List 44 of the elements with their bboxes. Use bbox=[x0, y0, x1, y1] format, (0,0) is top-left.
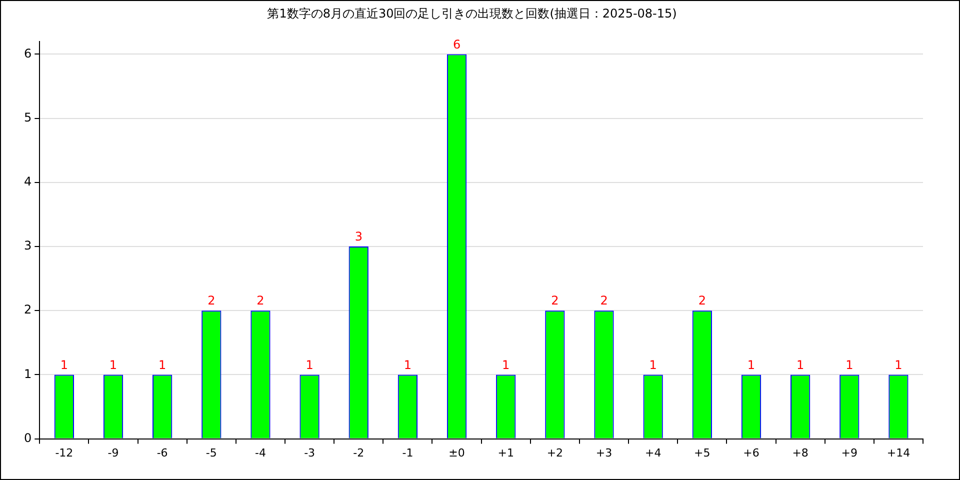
x-tick-label: +8 bbox=[792, 446, 808, 460]
y-tick-label: 0 bbox=[24, 430, 32, 445]
data-label: 2 bbox=[256, 294, 264, 308]
y-tick-label: 1 bbox=[24, 366, 32, 381]
x-tick-label: +6 bbox=[743, 446, 760, 460]
x-tick-label: +2 bbox=[546, 446, 564, 460]
data-label: 2 bbox=[600, 294, 608, 308]
data-label: 1 bbox=[109, 358, 118, 372]
x-tick-label: -12 bbox=[55, 446, 74, 460]
x-tick-label: -2 bbox=[353, 446, 364, 460]
x-tick-label: +5 bbox=[694, 446, 710, 460]
data-label: 1 bbox=[796, 358, 804, 372]
y-tick-label: 4 bbox=[24, 174, 32, 189]
x-tick-label: +3 bbox=[596, 446, 612, 460]
data-label: 1 bbox=[60, 358, 68, 372]
data-label: 1 bbox=[846, 358, 854, 372]
data-label: 1 bbox=[306, 358, 314, 372]
x-tick-label: -1 bbox=[402, 446, 414, 460]
data-label: 2 bbox=[208, 294, 216, 308]
data-label: 1 bbox=[502, 358, 510, 372]
x-tick-label: +1 bbox=[498, 446, 514, 460]
data-label: 6 bbox=[452, 37, 461, 52]
x-tick-label: -3 bbox=[304, 446, 316, 460]
data-label: 1 bbox=[894, 358, 902, 372]
data-label: 1 bbox=[404, 358, 412, 372]
x-tick-label: -5 bbox=[206, 446, 217, 460]
y-tick-label: 6 bbox=[24, 46, 32, 60]
x-tick-label: -6 bbox=[156, 446, 168, 460]
data-label: 1 bbox=[158, 358, 166, 372]
x-tick-label: +4 bbox=[644, 446, 662, 460]
x-tick-label: -4 bbox=[254, 446, 266, 460]
y-tick-label: 3 bbox=[24, 238, 32, 253]
x-tick-label: +9 bbox=[841, 446, 858, 460]
x-tick-label: +14 bbox=[886, 446, 910, 460]
data-label: 3 bbox=[354, 230, 362, 244]
data-label: 2 bbox=[698, 294, 706, 308]
data-label: 1 bbox=[649, 358, 657, 372]
chart-title: 第1数字の8月の直近30回の足し引きの出現数と回数(抽選日：2025-08-15) bbox=[267, 6, 677, 20]
x-tick-label: ±0 bbox=[448, 446, 465, 460]
y-tick-label: 5 bbox=[24, 110, 32, 124]
data-label: 2 bbox=[551, 294, 559, 308]
y-tick-label: 2 bbox=[24, 302, 32, 317]
x-tick-label: -9 bbox=[108, 446, 119, 460]
data-label: 1 bbox=[747, 358, 756, 372]
